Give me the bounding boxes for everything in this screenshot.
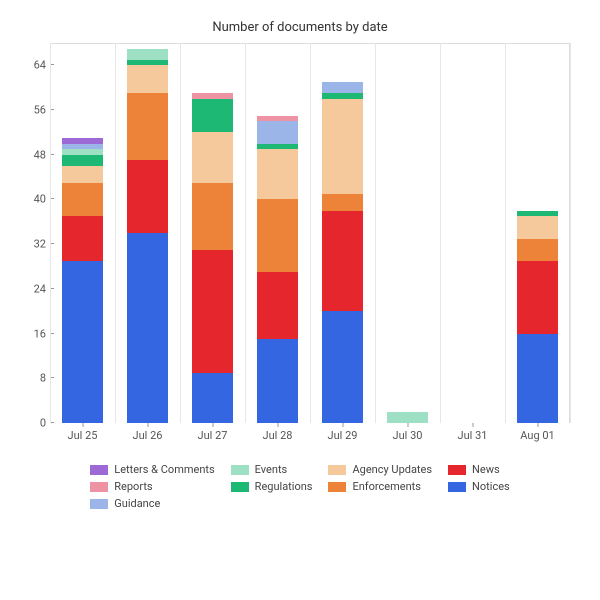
x-tick-label: Jul 28 (263, 429, 293, 442)
legend-item: News (448, 463, 510, 476)
bar-segment (127, 93, 167, 160)
legend-label: Guidance (114, 497, 160, 510)
bar-segment (62, 183, 102, 217)
bar-segment (322, 211, 362, 312)
x-tick-label: Jul 29 (328, 429, 358, 442)
bar-segment (322, 93, 362, 99)
legend: Letters & Comments Reports Guidance Events R… (40, 463, 560, 510)
y-tick-label: 0 (40, 417, 46, 430)
legend-item: Guidance (90, 497, 214, 510)
legend-item: Agency Updates (328, 463, 432, 476)
bar-segment (517, 261, 557, 334)
x-tick-label: Jul 30 (393, 429, 423, 442)
bars-layer (50, 43, 570, 423)
legend-label: Events (255, 463, 288, 476)
bar-segment (517, 239, 557, 261)
legend-item: Notices (448, 480, 510, 493)
chart-title: Number of documents by date (20, 20, 580, 35)
legend-swatch (90, 499, 108, 509)
bar-segment (517, 211, 557, 217)
legend-item: Reports (90, 480, 214, 493)
bar-segment (257, 149, 297, 199)
y-tick-label: 32 (34, 238, 46, 251)
x-tick-label: Jul 25 (68, 429, 98, 442)
bar-segment (192, 99, 232, 133)
legend-swatch (448, 482, 466, 492)
bar-segment (192, 183, 232, 250)
legend-label: Enforcements (352, 480, 420, 493)
legend-item: Letters & Comments (90, 463, 214, 476)
y-tick-label: 48 (34, 148, 46, 161)
bar-segment (127, 233, 167, 423)
bar-segment (62, 155, 102, 166)
bar-segment (257, 116, 297, 122)
bar-segment (62, 149, 102, 155)
x-tick-label: Aug 01 (520, 429, 554, 442)
legend-swatch (448, 465, 466, 475)
bar-segment (517, 216, 557, 238)
bar-segment (192, 132, 232, 182)
bar-segment (62, 166, 102, 183)
bar-segment (322, 82, 362, 93)
y-tick-label: 8 (40, 372, 46, 385)
bar-segment (192, 373, 232, 423)
y-tick-label: 16 (34, 327, 46, 340)
legend-label: Letters & Comments (114, 463, 214, 476)
legend-label: Regulations (255, 480, 313, 493)
legend-swatch (90, 465, 108, 475)
legend-label: Reports (114, 480, 152, 493)
x-tick-label: Jul 26 (133, 429, 163, 442)
bar-segment (257, 272, 297, 339)
plot-area: 0816243240485664 (50, 43, 570, 423)
bar-segment (127, 65, 167, 93)
bar-segment (62, 216, 102, 261)
y-axis: 0816243240485664 (20, 43, 50, 423)
bar-segment (387, 412, 427, 423)
bar-segment (322, 194, 362, 211)
bar-segment (257, 199, 297, 272)
legend-swatch (328, 465, 346, 475)
bar-segment (257, 339, 297, 423)
legend-swatch (90, 482, 108, 492)
bar-segment (257, 144, 297, 150)
documents-bar-chart: Number of documents by date 081624324048… (20, 20, 580, 510)
legend-swatch (231, 482, 249, 492)
legend-item: Enforcements (328, 480, 432, 493)
bar-segment (257, 121, 297, 143)
y-tick-label: 24 (34, 282, 46, 295)
legend-label: Agency Updates (352, 463, 432, 476)
legend-label: News (472, 463, 500, 476)
bar-segment (127, 160, 167, 233)
bar-segment (192, 93, 232, 99)
x-axis: Jul 25 Jul 26 Jul 27 Jul 28 Jul 29 Jul 30 Jul … (50, 423, 570, 447)
bar-segment (322, 311, 362, 423)
bar-segment (127, 60, 167, 66)
bar-segment (517, 334, 557, 423)
y-tick-label: 56 (34, 104, 46, 117)
legend-swatch (328, 482, 346, 492)
y-tick-label: 64 (34, 59, 46, 72)
legend-item: Events (231, 463, 313, 476)
bar-segment (127, 49, 167, 60)
legend-label: Notices (472, 480, 510, 493)
legend-item: Regulations (231, 480, 313, 493)
bar-segment (62, 144, 102, 150)
bar-segment (62, 138, 102, 144)
x-tick-label: Jul 27 (198, 429, 228, 442)
x-tick-label: Jul 31 (458, 429, 488, 442)
y-tick-label: 40 (34, 193, 46, 206)
bar-segment (322, 99, 362, 194)
bar-segment (192, 250, 232, 373)
legend-swatch (231, 465, 249, 475)
bar-segment (62, 261, 102, 423)
